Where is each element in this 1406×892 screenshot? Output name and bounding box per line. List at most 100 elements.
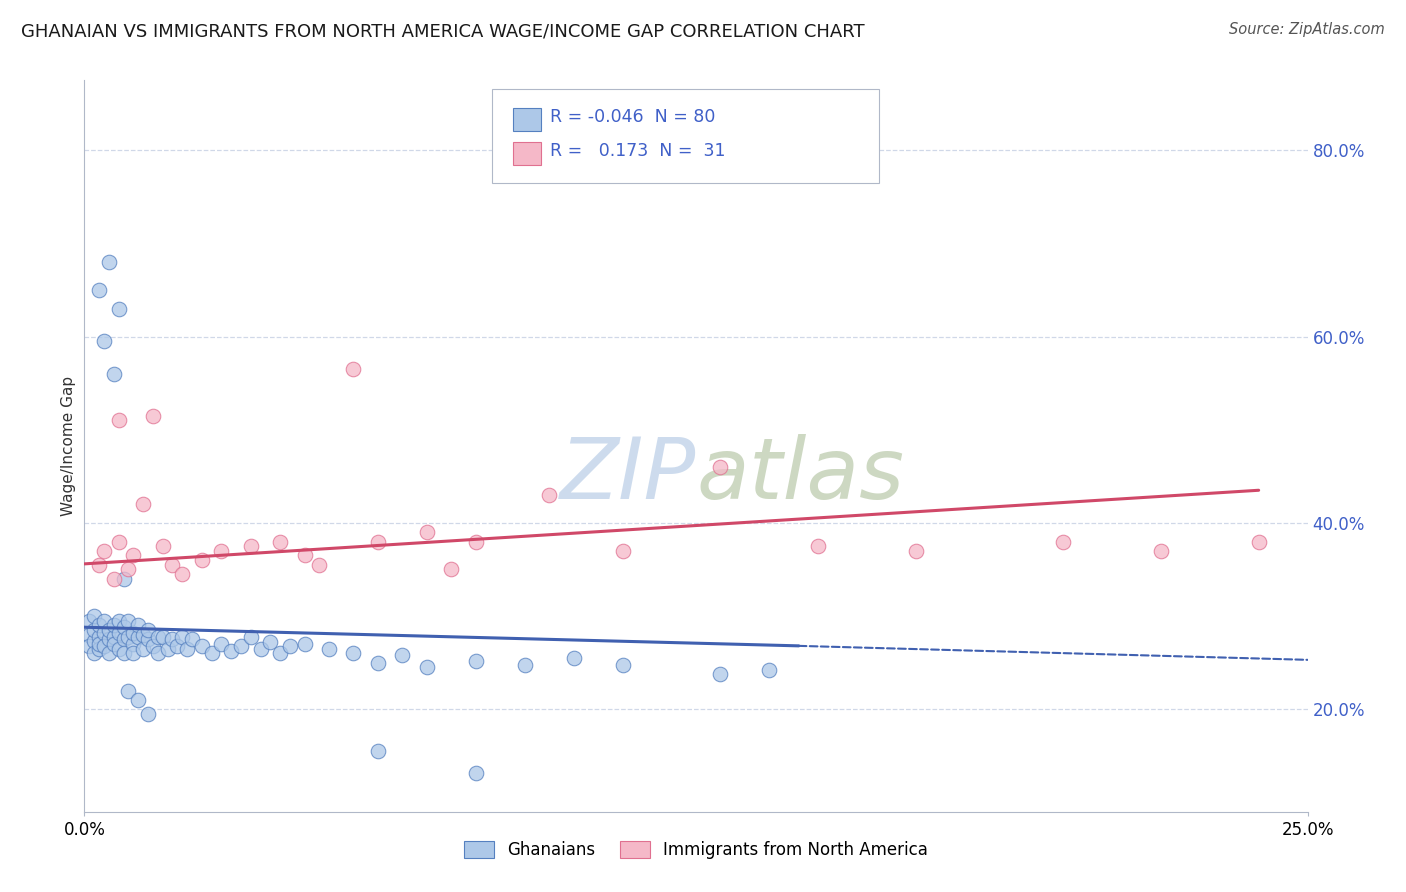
Point [122,625,145,640]
Point [612,657,634,672]
Point [318,641,340,656]
Point [294,637,316,651]
Point [239,630,262,644]
Point [117,614,139,628]
Point [367,656,389,670]
Text: ZIP: ZIP [560,434,696,516]
Point [83,623,105,637]
Point [342,646,364,660]
Text: R =   0.173  N =  31: R = 0.173 N = 31 [550,142,725,160]
Text: GHANAIAN VS IMMIGRANTS FROM NORTH AMERICA WAGE/INCOME GAP CORRELATION CHART: GHANAIAN VS IMMIGRANTS FROM NORTH AMERIC… [21,22,865,40]
Point [172,630,194,644]
Point [342,362,364,376]
Point [209,544,232,558]
Point [1247,534,1270,549]
Point [166,639,188,653]
Point [191,639,214,653]
Point [117,630,139,644]
Point [416,525,439,540]
Point [77,639,100,653]
Point [107,413,129,427]
Point [191,553,214,567]
Point [229,639,252,653]
Point [107,625,129,640]
Point [538,488,561,502]
Point [709,666,731,681]
Point [112,632,135,647]
Point [1052,534,1074,549]
Point [97,255,120,269]
Point [269,534,291,549]
Point [367,744,389,758]
Point [122,637,145,651]
Point [112,646,135,660]
Point [112,572,135,586]
Y-axis label: Wage/Income Gap: Wage/Income Gap [60,376,76,516]
Point [142,409,165,423]
Point [87,283,110,297]
Point [464,765,486,780]
Point [127,630,149,644]
Text: R = -0.046  N = 80: R = -0.046 N = 80 [550,108,716,126]
Point [172,567,194,582]
Point [132,641,155,656]
Point [103,630,125,644]
Point [162,558,184,572]
Point [93,625,115,640]
Point [103,367,125,381]
Point [152,539,174,553]
Point [416,660,439,674]
Point [209,637,232,651]
Point [278,639,301,653]
Point [97,646,120,660]
Point [77,628,100,642]
Point [87,618,110,632]
Point [83,634,105,648]
Point [97,632,120,647]
Legend: Ghanaians, Immigrants from North America: Ghanaians, Immigrants from North America [457,834,935,865]
Point [127,693,149,707]
Point [117,562,139,576]
Point [103,637,125,651]
Point [122,646,145,660]
Point [562,651,585,665]
Point [107,534,129,549]
Point [127,618,149,632]
Point [176,641,198,656]
Point [162,632,184,647]
Point [97,623,120,637]
Point [103,618,125,632]
Point [87,641,110,656]
Point [132,628,155,642]
Point [259,635,281,649]
Point [87,637,110,651]
Point [612,544,634,558]
Point [93,639,115,653]
Point [83,646,105,660]
Point [87,630,110,644]
Text: Source: ZipAtlas.com: Source: ZipAtlas.com [1229,22,1385,37]
Point [117,683,139,698]
Point [249,641,271,656]
Point [83,609,105,624]
Point [107,641,129,656]
Point [93,334,115,348]
Point [181,632,204,647]
Point [136,623,159,637]
Point [200,646,222,660]
Point [391,648,413,663]
Point [308,558,330,572]
Point [464,534,486,549]
Point [269,646,291,660]
Point [905,544,928,558]
Point [239,539,262,553]
Point [107,301,129,316]
Point [440,562,463,576]
Point [464,654,486,668]
Point [807,539,830,553]
Text: atlas: atlas [696,434,904,516]
Point [93,614,115,628]
Point [136,706,159,721]
Point [758,663,780,677]
Point [367,534,389,549]
